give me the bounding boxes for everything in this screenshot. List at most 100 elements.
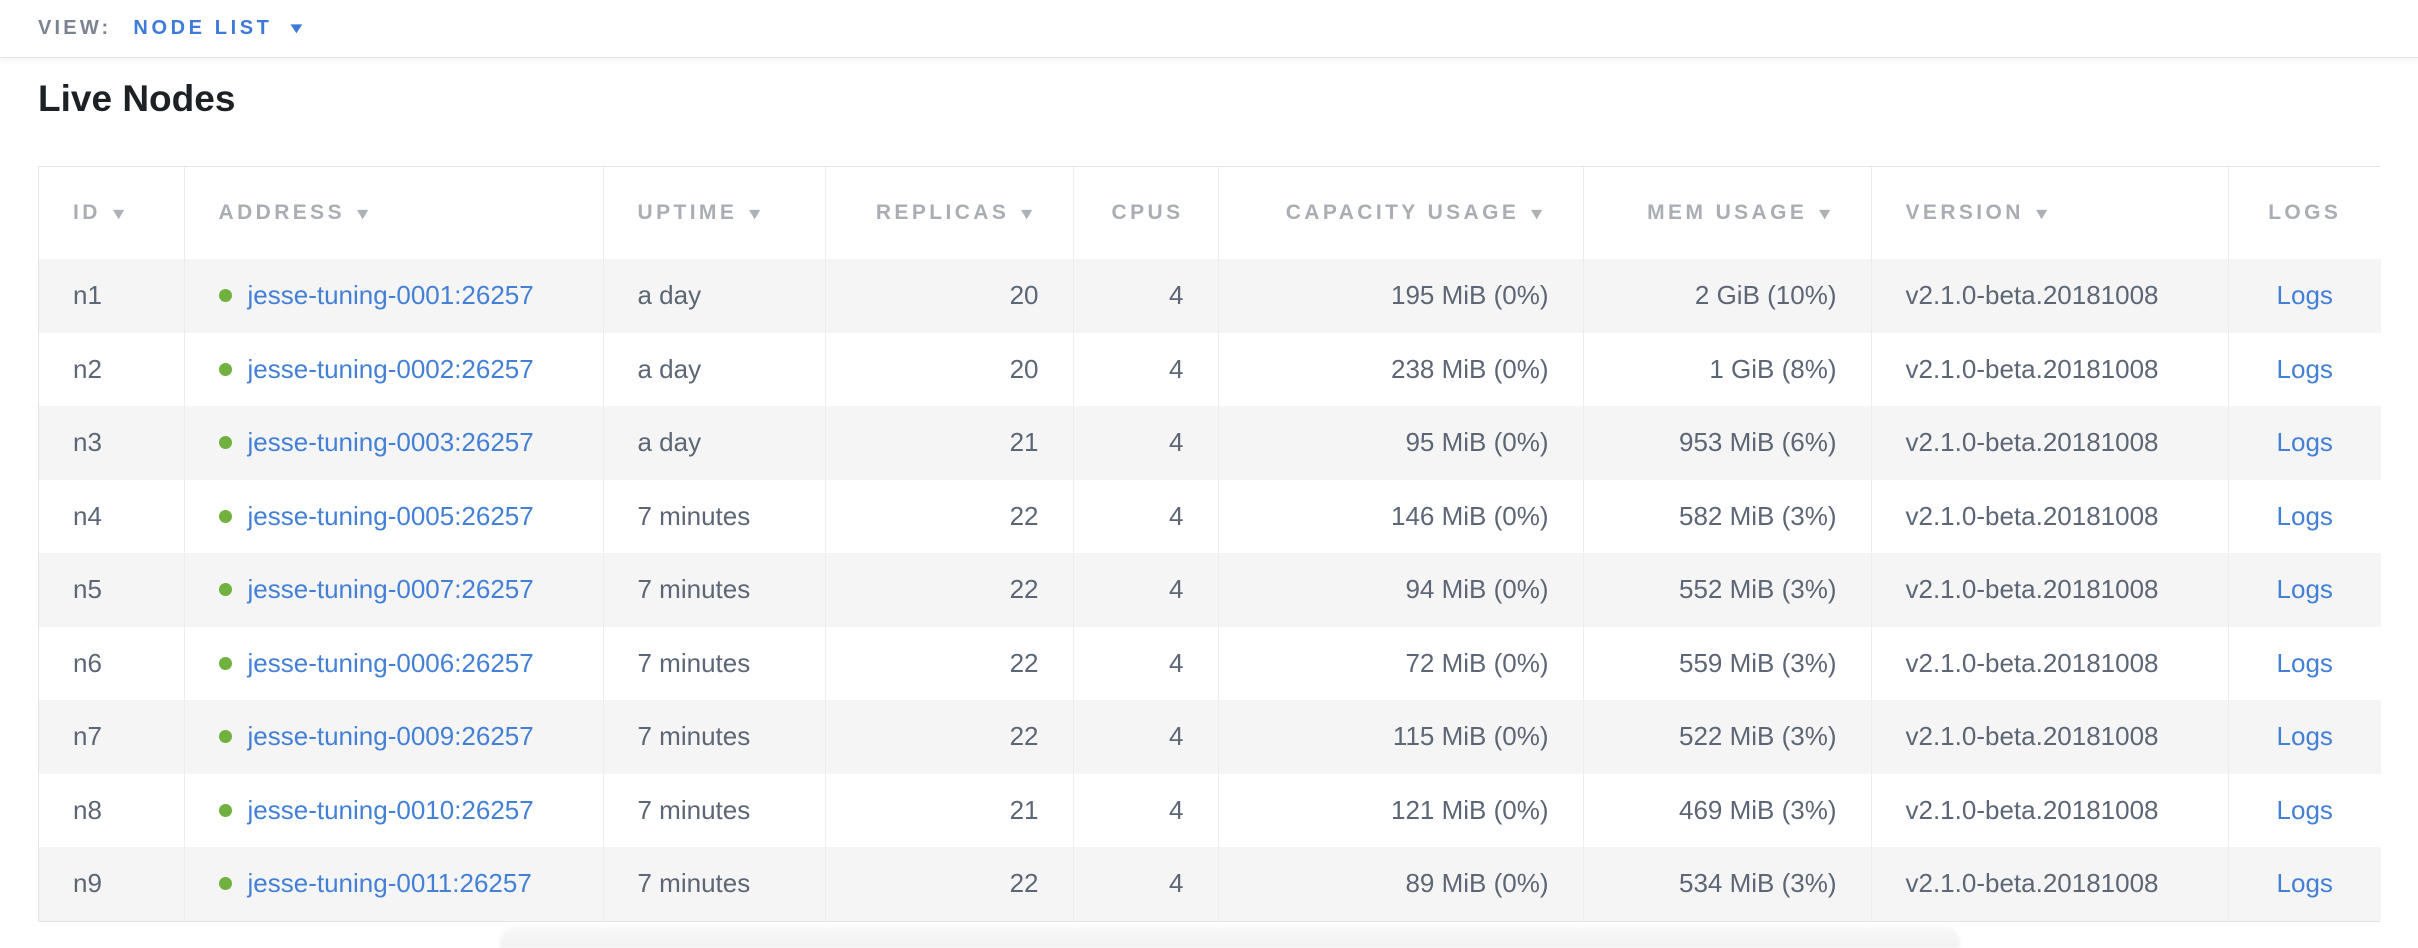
cell-value: 195 MiB (0%) (1391, 280, 1549, 311)
cell-version: v2.1.0-beta.20181008 (1870, 847, 2228, 921)
cell-value: 20 (1009, 353, 1039, 384)
cell-replicas: 22 (824, 700, 1073, 774)
sort-arrow-icon: ▼ (1017, 206, 1041, 223)
view-dropdown-value: NODE LIST (133, 17, 273, 39)
cell-value: a day (637, 353, 702, 384)
node-liveness-dot-icon (218, 877, 232, 891)
sort-arrow-icon: ▼ (1815, 206, 1839, 223)
cell-value: 552 MiB (3%) (1679, 574, 1837, 605)
cell-capacity: 94 MiB (0%) (1217, 553, 1583, 627)
node-logs-link[interactable]: Logs (2276, 353, 2333, 384)
node-liveness-dot-icon (218, 730, 232, 744)
cell-value: 7 minutes (637, 721, 751, 752)
node-address-link[interactable]: jesse-tuning-0001:26257 (247, 280, 534, 311)
cell-value: 7 minutes (637, 500, 751, 531)
cell-version: v2.1.0-beta.20181008 (1870, 700, 2228, 774)
cell-uptime: a day (602, 259, 825, 333)
cell-address: jesse-tuning-0007:26257 (183, 553, 603, 627)
cell-uptime: 7 minutes (602, 773, 825, 847)
cell-version: v2.1.0-beta.20181008 (1870, 553, 2228, 627)
cell-version: v2.1.0-beta.20181008 (1870, 259, 2228, 333)
cell-value: 22 (1009, 868, 1039, 899)
cell-uptime: a day (602, 406, 825, 480)
node-address-link[interactable]: jesse-tuning-0003:26257 (247, 427, 534, 458)
node-address-link[interactable]: jesse-tuning-0006:26257 (247, 647, 534, 678)
cell-value: v2.1.0-beta.20181008 (1905, 574, 2159, 605)
cell-value: 238 MiB (0%) (1391, 353, 1549, 384)
cell-mem: 953 MiB (6%) (1582, 406, 1871, 480)
cell-value: 89 MiB (0%) (1405, 868, 1549, 899)
cell-value: n6 (73, 647, 102, 678)
cell-logs: Logs (2227, 332, 2381, 406)
node-logs-link[interactable]: Logs (2276, 647, 2333, 678)
node-logs-link[interactable]: Logs (2276, 500, 2333, 531)
column-header-cpus: CPUS (1072, 167, 1218, 259)
cell-logs: Logs (2227, 847, 2381, 921)
cell-value: 4 (1169, 721, 1184, 752)
cell-mem: 469 MiB (3%) (1582, 773, 1871, 847)
column-header-mem[interactable]: MEM USAGE ▼ (1582, 167, 1871, 259)
table-row: n1 jesse-tuning-0001:26257 a day 20 4 195 MiB… (39, 259, 2381, 333)
cell-value: 22 (1009, 647, 1039, 678)
cell-value: v2.1.0-beta.20181008 (1905, 280, 2159, 311)
node-logs-link[interactable]: Logs (2276, 280, 2333, 311)
node-address-link[interactable]: jesse-tuning-0002:26257 (247, 353, 534, 384)
column-header-uptime[interactable]: UPTIME ▼ (602, 167, 825, 259)
column-header-replicas[interactable]: REPLICAS ▼ (824, 167, 1073, 259)
node-address-link[interactable]: jesse-tuning-0009:26257 (247, 721, 534, 752)
cell-capacity: 115 MiB (0%) (1217, 700, 1583, 774)
node-logs-link[interactable]: Logs (2276, 574, 2333, 605)
cell-value: v2.1.0-beta.20181008 (1905, 353, 2159, 384)
cell-capacity: 89 MiB (0%) (1217, 847, 1583, 921)
cell-value: v2.1.0-beta.20181008 (1905, 794, 2159, 825)
cell-value: n2 (73, 353, 102, 384)
node-address-link[interactable]: jesse-tuning-0010:26257 (247, 794, 534, 825)
node-logs-link[interactable]: Logs (2276, 794, 2333, 825)
view-dropdown[interactable]: NODE LIST ▼ (133, 17, 306, 40)
cell-id: n2 (39, 332, 184, 406)
cell-replicas: 21 (824, 773, 1073, 847)
cell-cpus: 4 (1072, 847, 1218, 921)
cell-mem: 559 MiB (3%) (1582, 626, 1871, 700)
cell-cpus: 4 (1072, 700, 1218, 774)
column-header-version[interactable]: VERSION ▼ (1870, 167, 2228, 259)
cell-logs: Logs (2227, 773, 2381, 847)
cell-value: 559 MiB (3%) (1679, 647, 1837, 678)
cell-replicas: 22 (824, 479, 1073, 553)
cell-capacity: 238 MiB (0%) (1217, 332, 1583, 406)
node-logs-link[interactable]: Logs (2276, 721, 2333, 752)
cell-value: 4 (1169, 647, 1184, 678)
column-header-capacity[interactable]: CAPACITY USAGE ▼ (1217, 167, 1583, 259)
node-logs-link[interactable]: Logs (2276, 868, 2333, 899)
cell-address: jesse-tuning-0005:26257 (183, 479, 603, 553)
table-header-row: ID ▼ ADDRESS ▼ UPTIME ▼ REPLICAS ▼ CPUS CAPACITY … (39, 167, 2381, 259)
cell-value: 4 (1169, 574, 1184, 605)
cell-uptime: 7 minutes (602, 847, 825, 921)
cell-id: n3 (39, 406, 184, 480)
node-address-link[interactable]: jesse-tuning-0005:26257 (247, 500, 534, 531)
cell-replicas: 20 (824, 332, 1073, 406)
node-address-link[interactable]: jesse-tuning-0011:26257 (247, 868, 532, 899)
cell-value: n7 (73, 721, 102, 752)
node-logs-link[interactable]: Logs (2276, 427, 2333, 458)
cell-value: 1 GiB (8%) (1709, 353, 1837, 384)
cell-value: n3 (73, 427, 102, 458)
cell-replicas: 22 (824, 626, 1073, 700)
column-header-label: MEM USAGE (1647, 201, 1808, 224)
cell-logs: Logs (2227, 553, 2381, 627)
cell-value: n8 (73, 794, 102, 825)
cell-value: v2.1.0-beta.20181008 (1905, 647, 2159, 678)
column-header-address[interactable]: ADDRESS ▼ (183, 167, 603, 259)
node-address-link[interactable]: jesse-tuning-0007:26257 (247, 574, 534, 605)
cell-value: v2.1.0-beta.20181008 (1905, 721, 2159, 752)
cell-id: n1 (39, 259, 184, 333)
cell-id: n6 (39, 626, 184, 700)
cell-value: 4 (1169, 500, 1184, 531)
cell-version: v2.1.0-beta.20181008 (1870, 479, 2228, 553)
live-nodes-table: ID ▼ ADDRESS ▼ UPTIME ▼ REPLICAS ▼ CPUS CAPACITY … (38, 166, 2381, 922)
column-header-id[interactable]: ID ▼ (39, 167, 184, 259)
cell-value: 146 MiB (0%) (1391, 500, 1549, 531)
cell-mem: 2 GiB (10%) (1582, 259, 1871, 333)
cell-value: 4 (1169, 427, 1184, 458)
sort-arrow-icon: ▼ (745, 206, 769, 223)
